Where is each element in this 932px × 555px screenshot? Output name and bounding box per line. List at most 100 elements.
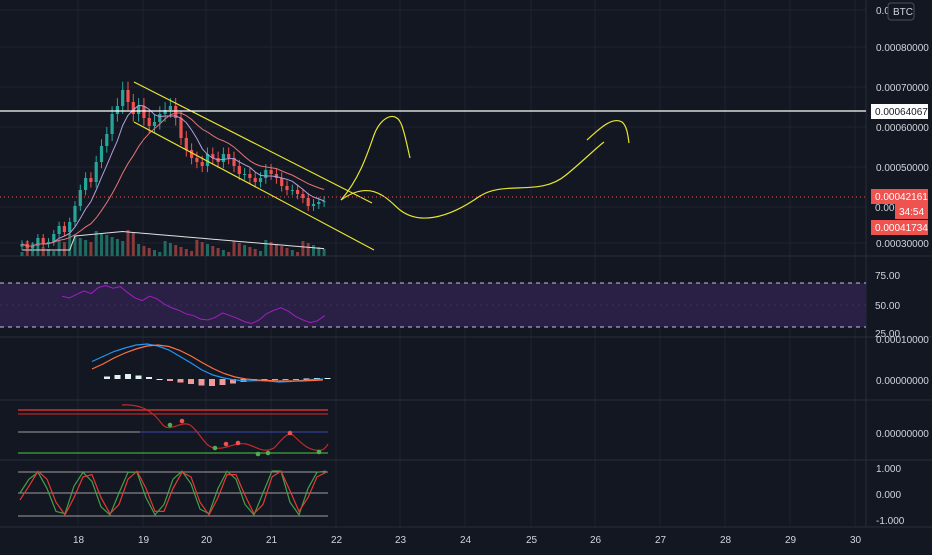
candle-body xyxy=(110,114,114,134)
macd-histogram-bar xyxy=(167,379,173,381)
candle-body xyxy=(264,170,268,178)
volume-bar xyxy=(153,250,156,256)
candle-body xyxy=(190,150,194,158)
volume-bar xyxy=(131,232,135,256)
candle-body xyxy=(57,226,61,234)
candle-body xyxy=(20,244,24,247)
candle-body xyxy=(142,106,146,118)
indicator-tick-label: 0.00000000 xyxy=(876,429,929,440)
candle-body xyxy=(253,178,257,182)
time-tick-label: 19 xyxy=(138,535,150,546)
time-tick-label: 29 xyxy=(785,535,797,546)
macd-histogram-bar xyxy=(188,379,194,384)
candle-body xyxy=(131,102,135,114)
rsi-tick-label: 75.00 xyxy=(875,271,900,282)
volume-bar xyxy=(243,245,247,256)
candle-body xyxy=(105,134,109,146)
candle-body xyxy=(227,154,231,158)
candle-body xyxy=(163,110,167,114)
candle-body xyxy=(46,242,51,244)
low-price-label: 0.00041734 xyxy=(875,223,928,234)
rsi-line xyxy=(61,285,326,325)
candle-body xyxy=(237,166,241,174)
candle-body xyxy=(211,154,215,158)
candle-body xyxy=(269,170,273,174)
volume-bar xyxy=(121,241,125,256)
signal-dot-green xyxy=(212,445,218,451)
volume-bar xyxy=(105,235,109,256)
candle-body xyxy=(121,90,125,106)
projection-drawing-1 xyxy=(340,115,411,201)
volume-bar xyxy=(168,243,172,256)
macd-pane xyxy=(91,343,331,386)
macd-histogram-bar xyxy=(314,378,320,379)
time-axis: 18 19 20 21 22 23 24 25 26 27 28 29 30 xyxy=(0,526,932,546)
signal-dot-red xyxy=(235,440,241,446)
volume-bar xyxy=(163,241,167,256)
indicator-pane xyxy=(18,404,329,457)
price-axis: 0.00.000800000.000700000.000600000.00050… xyxy=(871,2,929,527)
volume-bar xyxy=(216,248,220,256)
candle-body xyxy=(115,106,119,114)
candle-body xyxy=(200,162,204,166)
volume-bar xyxy=(274,244,278,256)
macd-histogram-bar xyxy=(282,379,289,380)
channel-upper-line xyxy=(133,81,373,204)
macd-histogram-bar xyxy=(146,377,152,379)
volume-bar xyxy=(68,234,72,256)
low-price-badge xyxy=(871,220,928,235)
volume-bar xyxy=(115,239,119,256)
macd-histogram-bar xyxy=(324,378,331,379)
macd-histogram-bar xyxy=(104,376,110,379)
volume-bar xyxy=(158,252,162,256)
macd-histogram-bar xyxy=(114,375,121,379)
countdown-label: 34:54 xyxy=(899,207,924,218)
macd-tick-label-clipped: 0.00010000 xyxy=(876,335,929,346)
volume-bar xyxy=(259,251,262,256)
candle-body xyxy=(258,178,263,182)
price-tick-label: 0.0 xyxy=(876,6,890,17)
time-tick-label: 27 xyxy=(655,535,667,546)
volume-bar xyxy=(211,246,215,256)
currency-label: BTC xyxy=(893,7,913,18)
volume-bar xyxy=(322,249,326,256)
volume-bar xyxy=(73,236,77,256)
candle-body xyxy=(36,238,40,246)
volume-bar xyxy=(269,242,273,256)
candle-body xyxy=(68,222,72,232)
macd-tick-label: 0.00000000 xyxy=(876,376,929,387)
signal-dot-green xyxy=(167,422,173,428)
macd-histogram-bar xyxy=(198,379,205,386)
oscillator-green-line xyxy=(19,470,327,517)
volume-bar xyxy=(306,243,310,256)
macd-histogram-bar xyxy=(219,379,226,385)
volume-bar xyxy=(280,246,284,256)
price-pane xyxy=(0,81,866,256)
signal-dot-green xyxy=(265,450,271,456)
candle-body xyxy=(179,118,183,138)
volume-bar xyxy=(142,246,146,256)
price-tick-label: 0.00080000 xyxy=(876,43,929,54)
volume-bar xyxy=(221,250,225,256)
currency-badge xyxy=(887,2,915,21)
candle-body xyxy=(221,154,225,162)
candle-body xyxy=(306,198,310,206)
candle-body xyxy=(137,106,141,114)
time-tick-label: 24 xyxy=(460,535,472,546)
candle-body xyxy=(317,202,321,204)
signal-dot-red xyxy=(179,418,185,424)
volume-bar xyxy=(174,245,178,256)
volume-bar xyxy=(190,251,194,256)
macd-histogram-bar xyxy=(209,379,215,386)
candle-body xyxy=(158,114,162,122)
time-tick-label: 18 xyxy=(73,535,85,546)
volume-bar xyxy=(317,247,321,256)
candle-body xyxy=(174,106,178,118)
channel-lower-line xyxy=(133,121,375,251)
volume-bar xyxy=(195,240,199,256)
candle-body xyxy=(280,178,284,186)
oscillator-tick-label: -1.000 xyxy=(876,516,905,527)
volume-bar xyxy=(137,244,141,256)
